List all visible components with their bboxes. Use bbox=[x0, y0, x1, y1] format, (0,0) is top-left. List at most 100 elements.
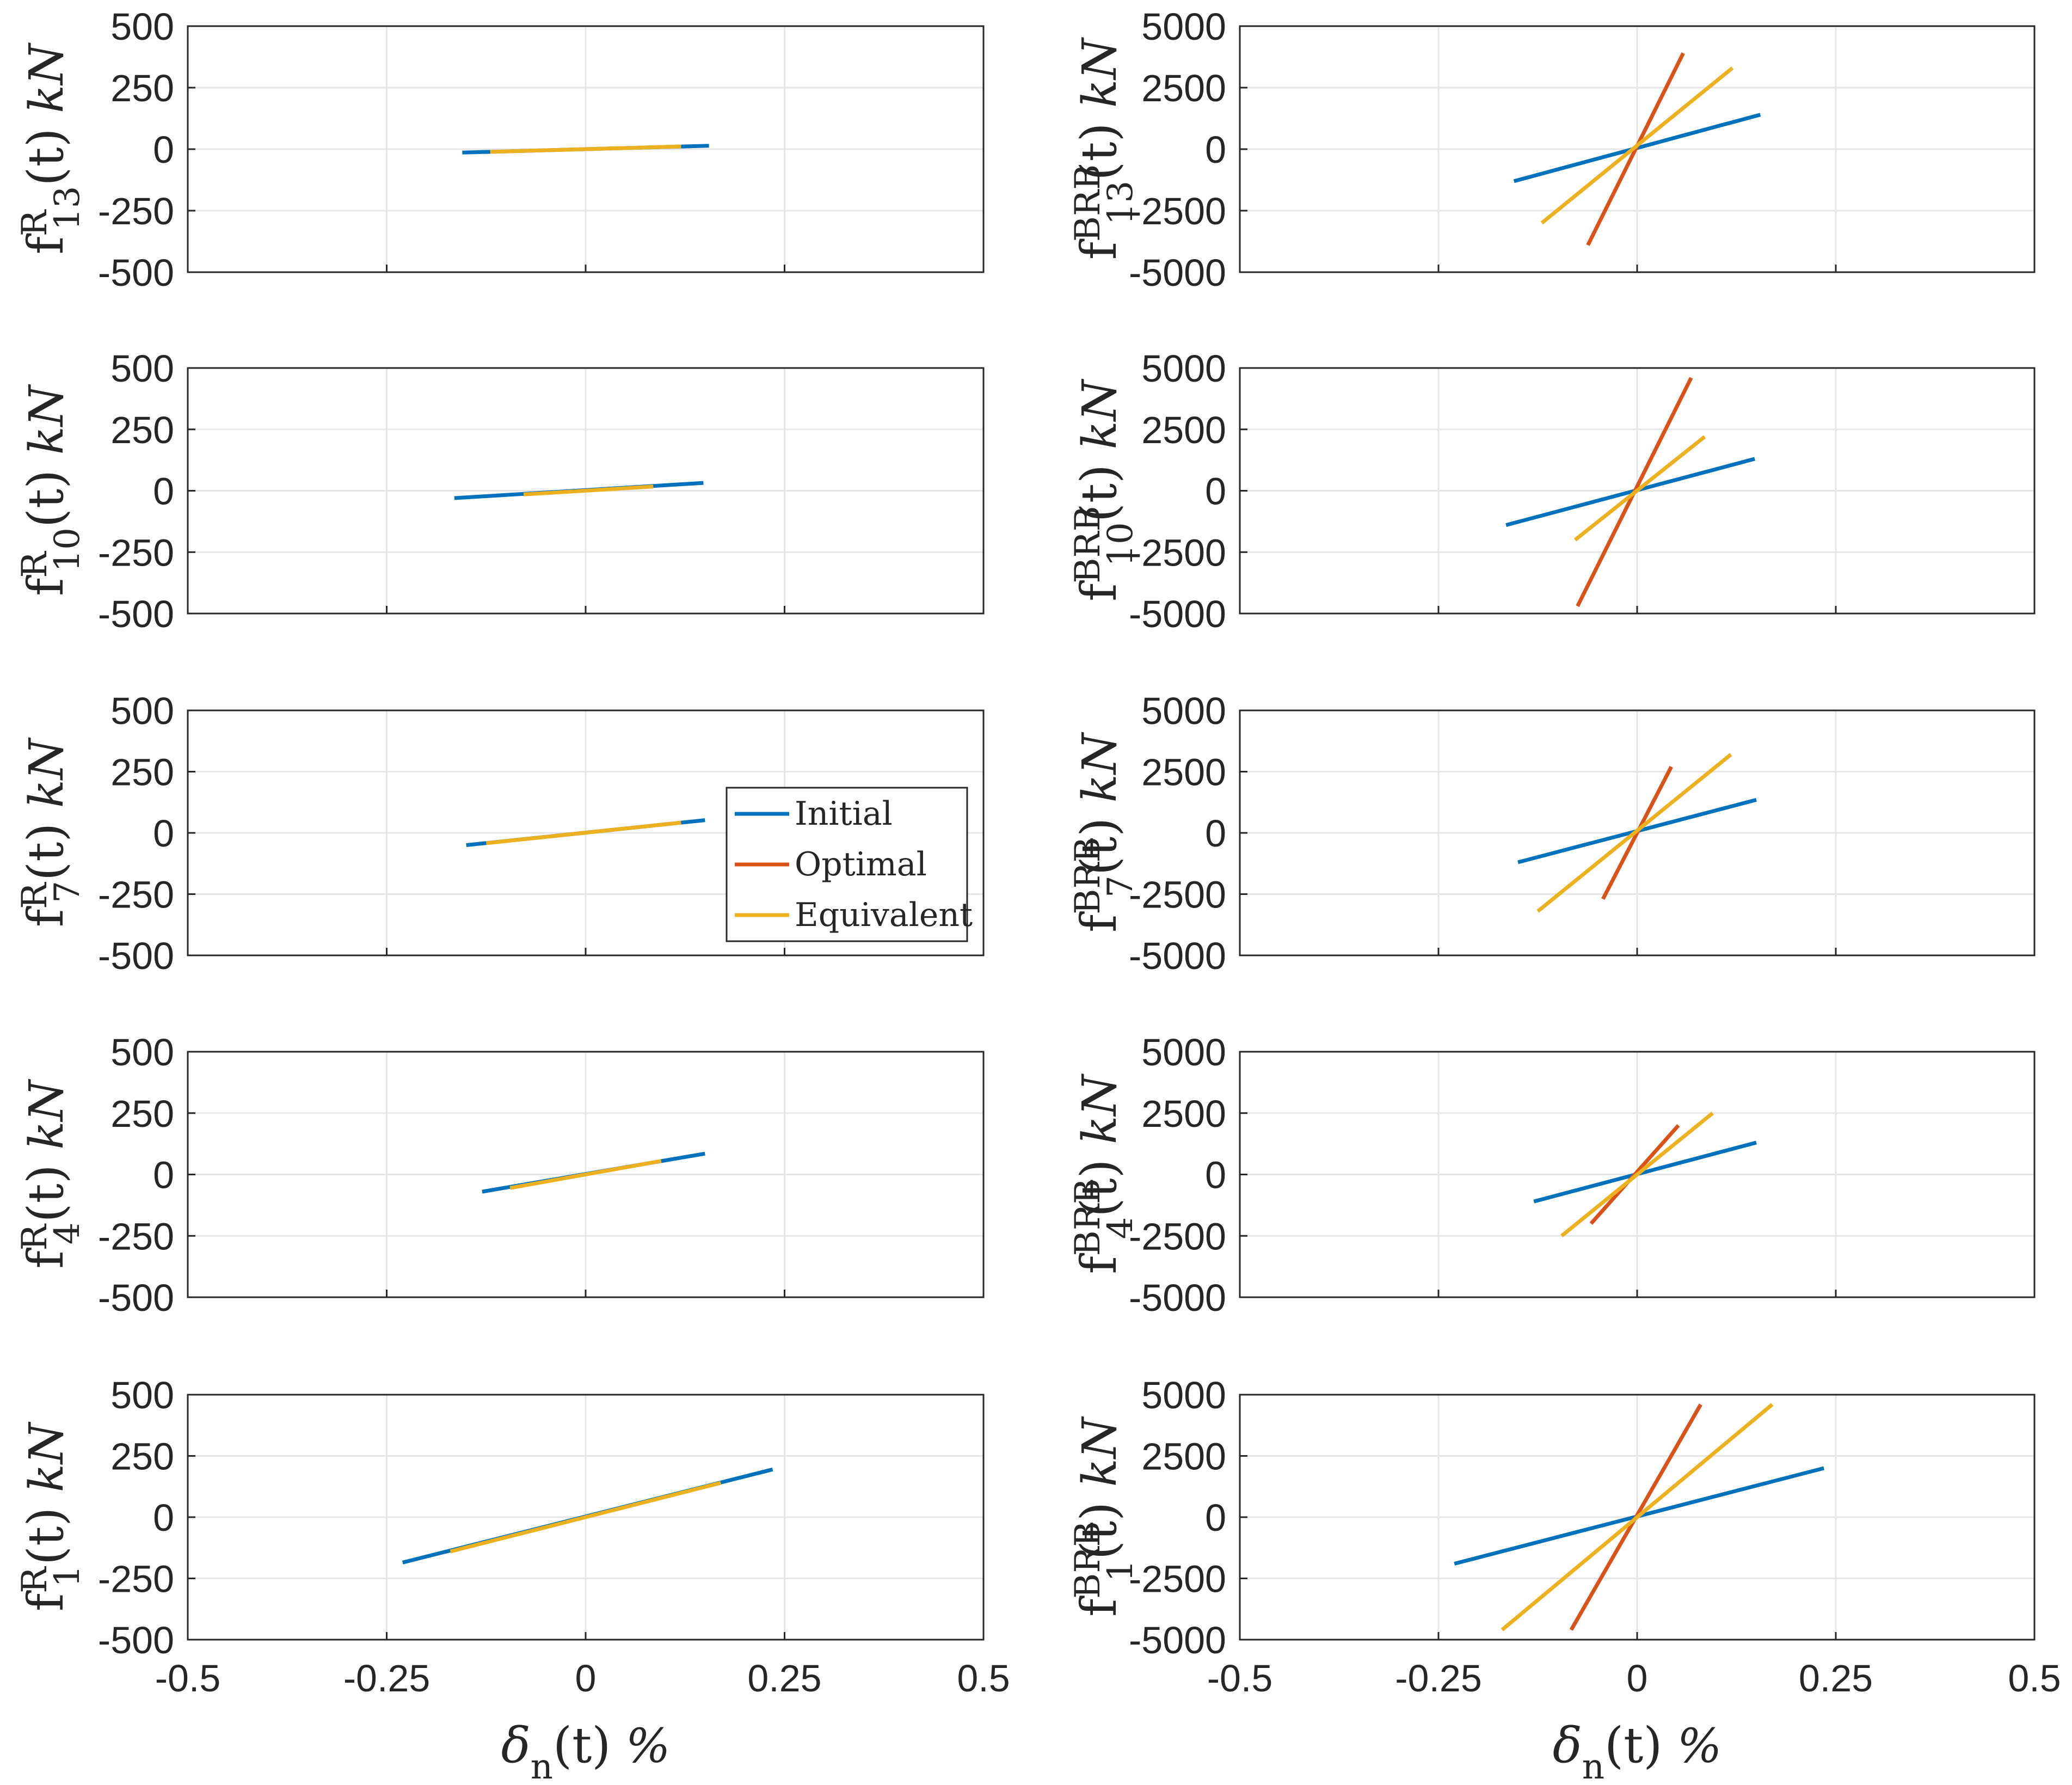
y-tick-label: -2500 bbox=[1129, 531, 1226, 574]
legend-label-initial: Initial bbox=[795, 795, 893, 833]
axes-box bbox=[187, 1051, 985, 1298]
y-label-subscript: 13 bbox=[47, 186, 88, 230]
y-tick-label: 500 bbox=[110, 690, 174, 732]
y-tick-label: -250 bbox=[98, 531, 174, 574]
y-tick-label: 2500 bbox=[1141, 751, 1226, 794]
y-label-argument: (t) bbox=[17, 1164, 75, 1222]
y-tick-label: -5000 bbox=[1129, 1619, 1226, 1661]
y-label-unit: kN bbox=[1073, 732, 1127, 817]
series-line-equivalent bbox=[1573, 435, 1706, 542]
y-label-base: f bbox=[1071, 238, 1128, 260]
x-tick-label: 0.5 bbox=[2008, 1657, 2061, 1700]
y-tick-label: 0 bbox=[153, 812, 174, 855]
y-axis-label: fR10(t) kN bbox=[15, 384, 88, 596]
y-tick-label: -2500 bbox=[1129, 874, 1226, 916]
y-label-argument: (t) bbox=[1071, 1159, 1128, 1217]
series-line-equivalent bbox=[1501, 1403, 1774, 1631]
y-tick-label: -5000 bbox=[1129, 252, 1226, 294]
y-tick-label: 500 bbox=[110, 347, 174, 390]
y-tick-label: -500 bbox=[98, 1277, 174, 1319]
y-label-subscript: 13 bbox=[1100, 181, 1141, 225]
x-label-symbol: δ bbox=[1553, 1717, 1582, 1774]
y-label-unit: kN bbox=[20, 384, 74, 469]
y-tick-label: -5000 bbox=[1129, 593, 1226, 635]
x-tick-label: 0 bbox=[1627, 1657, 1648, 1700]
y-axis-label: fBRB10(t) kN bbox=[1068, 378, 1141, 601]
y-label-superscript: R bbox=[15, 209, 55, 236]
series-line-equivalent bbox=[450, 1481, 722, 1554]
y-label-unit: kN bbox=[1073, 37, 1127, 122]
y-axis-label: fR1(t) kN bbox=[15, 1421, 88, 1611]
x-label-argument: (t) bbox=[1604, 1717, 1662, 1774]
y-tick-label: -500 bbox=[98, 252, 174, 294]
y-label-argument: (t) bbox=[17, 470, 75, 527]
x-tick-label: 0.5 bbox=[957, 1657, 1010, 1700]
y-tick-label: -250 bbox=[98, 1215, 174, 1258]
x-tick-label: -0.25 bbox=[1395, 1657, 1482, 1700]
y-label-base: f bbox=[17, 1248, 75, 1269]
series-line-equivalent bbox=[1536, 753, 1732, 913]
y-axis-label: fR4(t) kN bbox=[15, 1079, 88, 1269]
series-line-equivalent bbox=[1540, 66, 1734, 225]
x-label-unit: % bbox=[611, 1719, 670, 1774]
y-tick-label: 5000 bbox=[1141, 347, 1226, 390]
x-label-unit: % bbox=[1662, 1719, 1721, 1774]
axes-box bbox=[187, 367, 985, 615]
axes-box bbox=[1239, 709, 2036, 956]
y-tick-label: -2500 bbox=[1129, 1558, 1226, 1600]
y-tick-label: 0 bbox=[1205, 1154, 1226, 1197]
x-tick-label: -0.25 bbox=[343, 1657, 431, 1700]
y-label-unit: kN bbox=[20, 737, 74, 823]
y-label-superscript: R bbox=[15, 1223, 55, 1250]
y-tick-label: -250 bbox=[98, 190, 174, 232]
y-label-superscript: BRB bbox=[1068, 506, 1108, 583]
y-label-unit: kN bbox=[20, 1079, 74, 1164]
series-line-equivalent bbox=[485, 820, 681, 845]
y-label-superscript: R bbox=[15, 551, 55, 578]
series-line-initial bbox=[1505, 457, 1756, 527]
y-label-subscript: 7 bbox=[47, 881, 88, 903]
x-tick-label: -0.5 bbox=[1207, 1657, 1273, 1700]
axes-box bbox=[187, 1394, 985, 1641]
y-label-superscript: R bbox=[15, 1566, 55, 1593]
legend: Initial Optimal Equivalent bbox=[725, 787, 973, 942]
y-label-superscript: BRB bbox=[1068, 837, 1108, 914]
y-tick-label: 5000 bbox=[1141, 1374, 1226, 1416]
y-label-subscript: 7 bbox=[1100, 875, 1141, 898]
series-line-equivalent bbox=[490, 144, 681, 154]
y-tick-label: 2500 bbox=[1141, 409, 1226, 451]
x-axis-label: δn(t) % bbox=[501, 1717, 671, 1782]
y-axis-label: fR7(t) kN bbox=[15, 737, 88, 927]
y-label-subscript: 10 bbox=[47, 527, 88, 572]
y-tick-label: 0 bbox=[153, 128, 174, 171]
x-axis-label: δn(t) % bbox=[1553, 1717, 1722, 1782]
y-label-argument: (t) bbox=[1071, 464, 1128, 522]
y-label-base: f bbox=[17, 575, 75, 596]
x-label-symbol: δ bbox=[501, 1717, 531, 1774]
legend-label-optimal: Optimal bbox=[795, 845, 927, 884]
series-line-equivalent bbox=[523, 484, 654, 496]
y-label-superscript: BRB bbox=[1068, 1521, 1108, 1598]
y-tick-label: 2500 bbox=[1141, 1436, 1226, 1478]
y-tick-label: 5000 bbox=[1141, 5, 1226, 48]
y-tick-label: -5000 bbox=[1129, 935, 1226, 977]
y-axis-label: fBRB13(t) kN bbox=[1068, 37, 1141, 260]
y-tick-label: 0 bbox=[153, 1496, 174, 1539]
y-label-base: f bbox=[17, 906, 75, 927]
y-label-subscript: 1 bbox=[47, 1565, 88, 1587]
x-tick-label: 0.25 bbox=[747, 1657, 821, 1700]
y-label-subscript: 10 bbox=[1100, 522, 1141, 566]
y-label-argument: (t) bbox=[1071, 122, 1128, 180]
y-tick-label: 0 bbox=[1205, 470, 1226, 513]
y-axis-label: fBRB1(t) kN bbox=[1068, 1416, 1141, 1617]
y-tick-label: 500 bbox=[110, 1031, 174, 1074]
y-label-base: f bbox=[17, 233, 75, 254]
y-label-superscript: BRB bbox=[1068, 1179, 1108, 1256]
y-label-subscript: 4 bbox=[47, 1223, 88, 1245]
